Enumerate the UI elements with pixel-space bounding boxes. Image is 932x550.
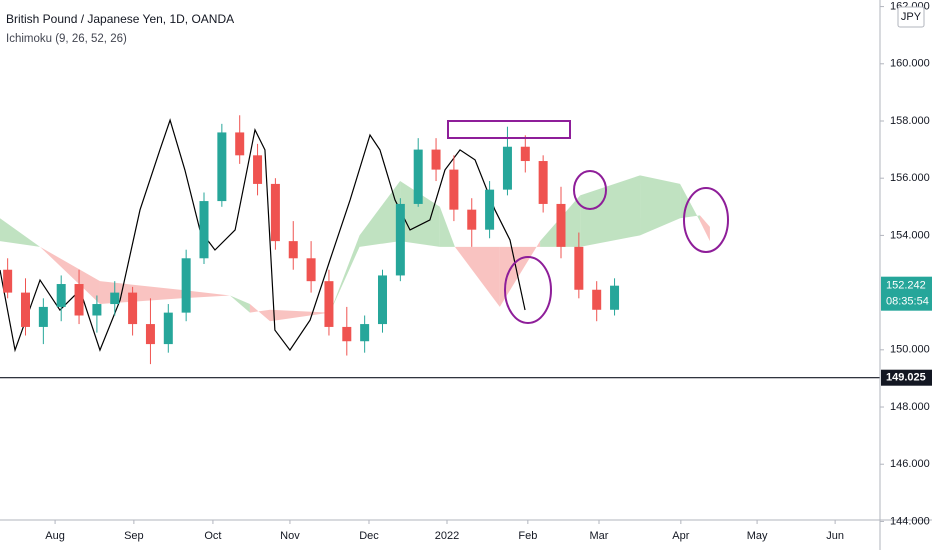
cloud-segment [640, 175, 681, 236]
currency-label[interactable]: JPY [901, 11, 922, 23]
cloud-segment [439, 206, 455, 247]
x-tick-label: Sep [124, 530, 144, 542]
y-tick-label: 158.000 [890, 115, 930, 127]
y-tick-label: 144.000 [890, 515, 930, 527]
cloud-segment [180, 289, 231, 299]
x-tick-label: Aug [45, 530, 65, 542]
last-price-label: 152.242 [886, 280, 926, 292]
y-tick-label: 154.000 [890, 229, 930, 241]
candle-body [181, 258, 191, 313]
cloud-segment [40, 246, 100, 305]
cloud-segment [329, 235, 360, 313]
candle-body [270, 183, 280, 242]
candle-body [38, 306, 48, 327]
x-tick-label: Dec [359, 530, 379, 542]
x-tick-label: Apr [672, 530, 689, 542]
candle-body [3, 269, 13, 293]
x-tick-label: Jun [826, 530, 844, 542]
candle-body [502, 146, 512, 190]
x-tick-label: Mar [590, 530, 609, 542]
candle-body [56, 284, 66, 307]
candle-body [145, 324, 155, 345]
candle-body [235, 132, 245, 156]
candle-body [20, 292, 30, 327]
candle-body [306, 258, 316, 282]
y-tick-label: 146.000 [890, 458, 930, 470]
candle-body [342, 326, 352, 342]
x-tick-label: May [747, 530, 768, 542]
lagging-span [0, 118, 526, 353]
timer-label: 08:35:54 [886, 296, 929, 308]
candle-body [110, 292, 120, 305]
candle-body [574, 246, 584, 290]
chart-title: British Pound / Japanese Yen, 1D, OANDA [6, 12, 234, 26]
candle-body [592, 289, 602, 310]
candle-body [520, 146, 530, 162]
candle-body [467, 209, 477, 230]
candle-body [485, 189, 495, 230]
y-tick-label: 160.000 [890, 58, 930, 70]
candle-body [449, 169, 459, 210]
candle-body [431, 149, 441, 170]
y-tick-label: 148.000 [890, 401, 930, 413]
axis-layer: 144.000 146.000 148.000 150.000 154.000 156.0… [45, 0, 932, 542]
last-price-box [881, 276, 932, 311]
candle-body [199, 201, 209, 259]
annotation-circle [504, 256, 552, 324]
candle-body [556, 203, 566, 247]
cloud-segment [230, 295, 250, 313]
annotation-box [447, 120, 571, 139]
hline-label: 149.025 [886, 372, 926, 384]
x-tick-label: 2022 [435, 530, 459, 542]
cloud-segment [249, 304, 271, 322]
annotation-circle [573, 170, 607, 210]
indicator-label: Ichimoku (9, 26, 52, 26) [6, 33, 127, 45]
hline-label-box [881, 369, 932, 386]
x-tick-label: Nov [280, 530, 300, 542]
candle-body [74, 284, 84, 316]
candle-body [610, 285, 620, 310]
candle-body [217, 132, 227, 202]
cloud-segment [0, 218, 41, 247]
cloud-segment [454, 246, 500, 307]
x-tick-label: Feb [518, 530, 537, 542]
candle-body [92, 304, 102, 316]
annotations [447, 120, 729, 324]
candle-body [377, 275, 387, 325]
cloud-segment [580, 175, 641, 247]
candle-body [324, 281, 334, 327]
candle-body [360, 324, 370, 342]
annotation-circle [683, 187, 729, 253]
y-tick-label: 150.000 [890, 344, 930, 356]
x-tick-label: Oct [204, 530, 221, 542]
candle-body [128, 292, 138, 325]
candle-body [253, 155, 263, 184]
candle-body [288, 241, 298, 259]
cloud-segment [699, 215, 710, 242]
candle-body [538, 161, 548, 204]
cloud-segment [270, 309, 330, 322]
cloud-segment [359, 181, 401, 247]
currency-box[interactable] [897, 6, 925, 28]
y-tick-label: 156.000 [890, 172, 930, 184]
candle-body [163, 312, 173, 345]
candle-body [413, 149, 423, 204]
candle-body [395, 203, 405, 276]
